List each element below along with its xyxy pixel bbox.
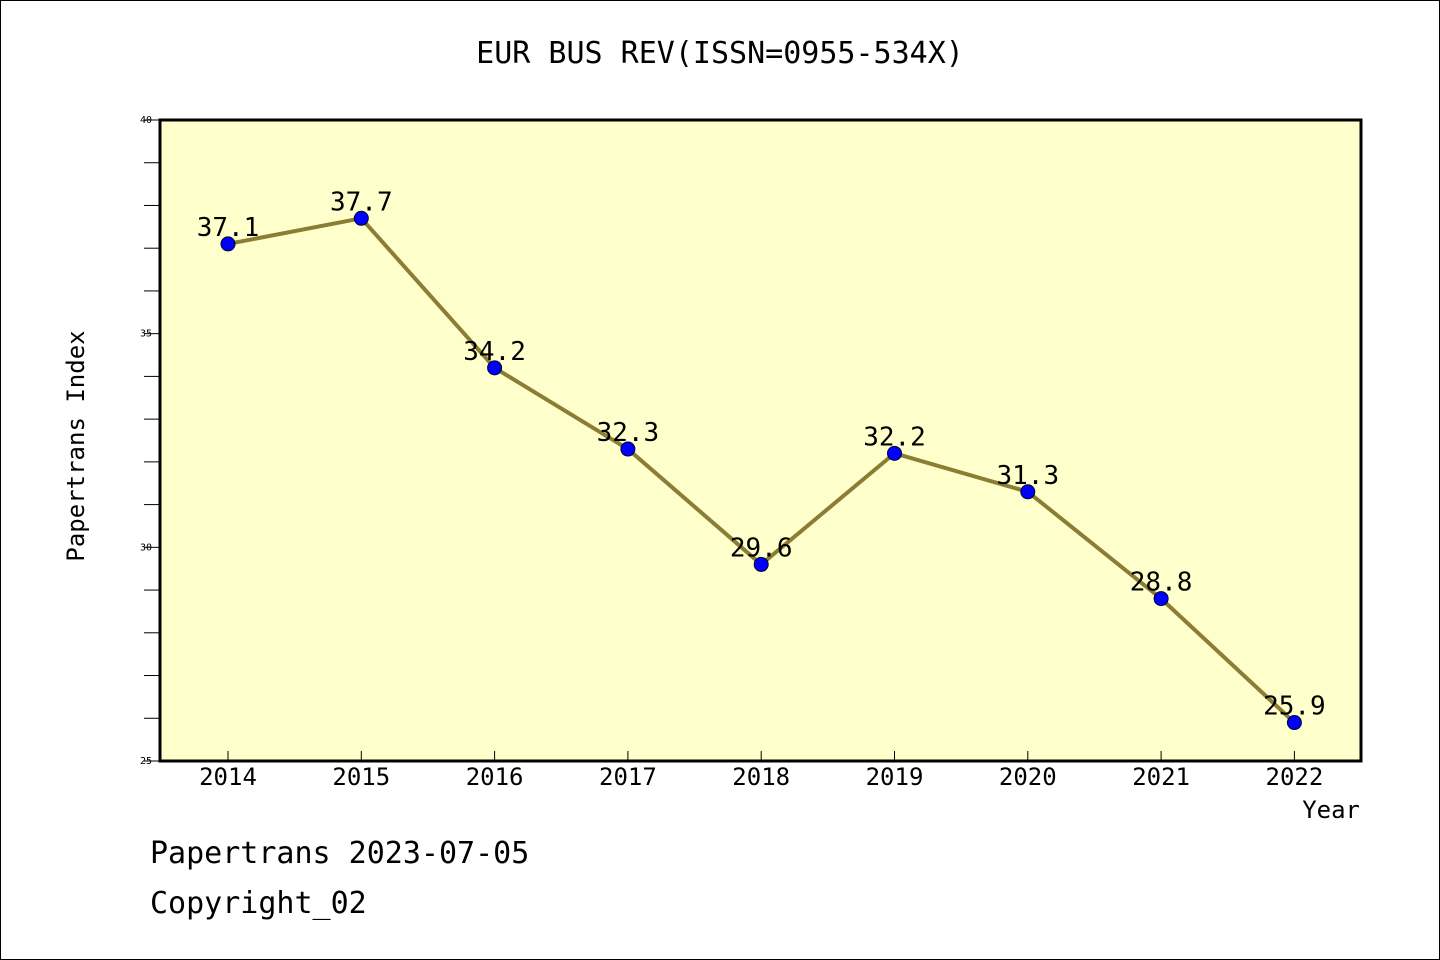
data-point [1020, 484, 1036, 500]
x-tick-label: 2014 [199, 763, 257, 791]
x-axis-label: Year [1302, 796, 1360, 824]
x-tick-label: 2020 [999, 763, 1057, 791]
x-tick-label: 2015 [332, 763, 390, 791]
x-tick-label: 2022 [1266, 763, 1324, 791]
data-point [353, 210, 369, 226]
y-tick-label: 40 [140, 115, 152, 126]
data-point [887, 445, 902, 461]
plot-border [158, 118, 1363, 763]
x-tick-label: 2021 [1132, 763, 1190, 791]
y-tick-label: 35 [140, 329, 152, 340]
x-tick-label: 2016 [466, 763, 524, 791]
plot-background [160, 120, 1361, 761]
data-point [220, 236, 236, 252]
footer-copyright-text: Copyright_02 [150, 886, 367, 921]
data-point [1286, 715, 1302, 731]
x-tick-label: 2017 [599, 763, 657, 791]
x-tick-label: 2018 [732, 763, 790, 791]
y-tick-label: 30 [140, 542, 152, 553]
data-point [487, 360, 503, 376]
footer-date-text: Papertrans 2023-07-05 [150, 836, 530, 871]
chart-title: EUR BUS REV(ISSN=0955-534X) [476, 36, 964, 71]
data-point [1153, 591, 1169, 607]
y-tick-label: 25 [140, 756, 152, 767]
data-point [620, 441, 636, 457]
data-point [753, 556, 769, 572]
x-tick-label: 2019 [866, 763, 924, 791]
